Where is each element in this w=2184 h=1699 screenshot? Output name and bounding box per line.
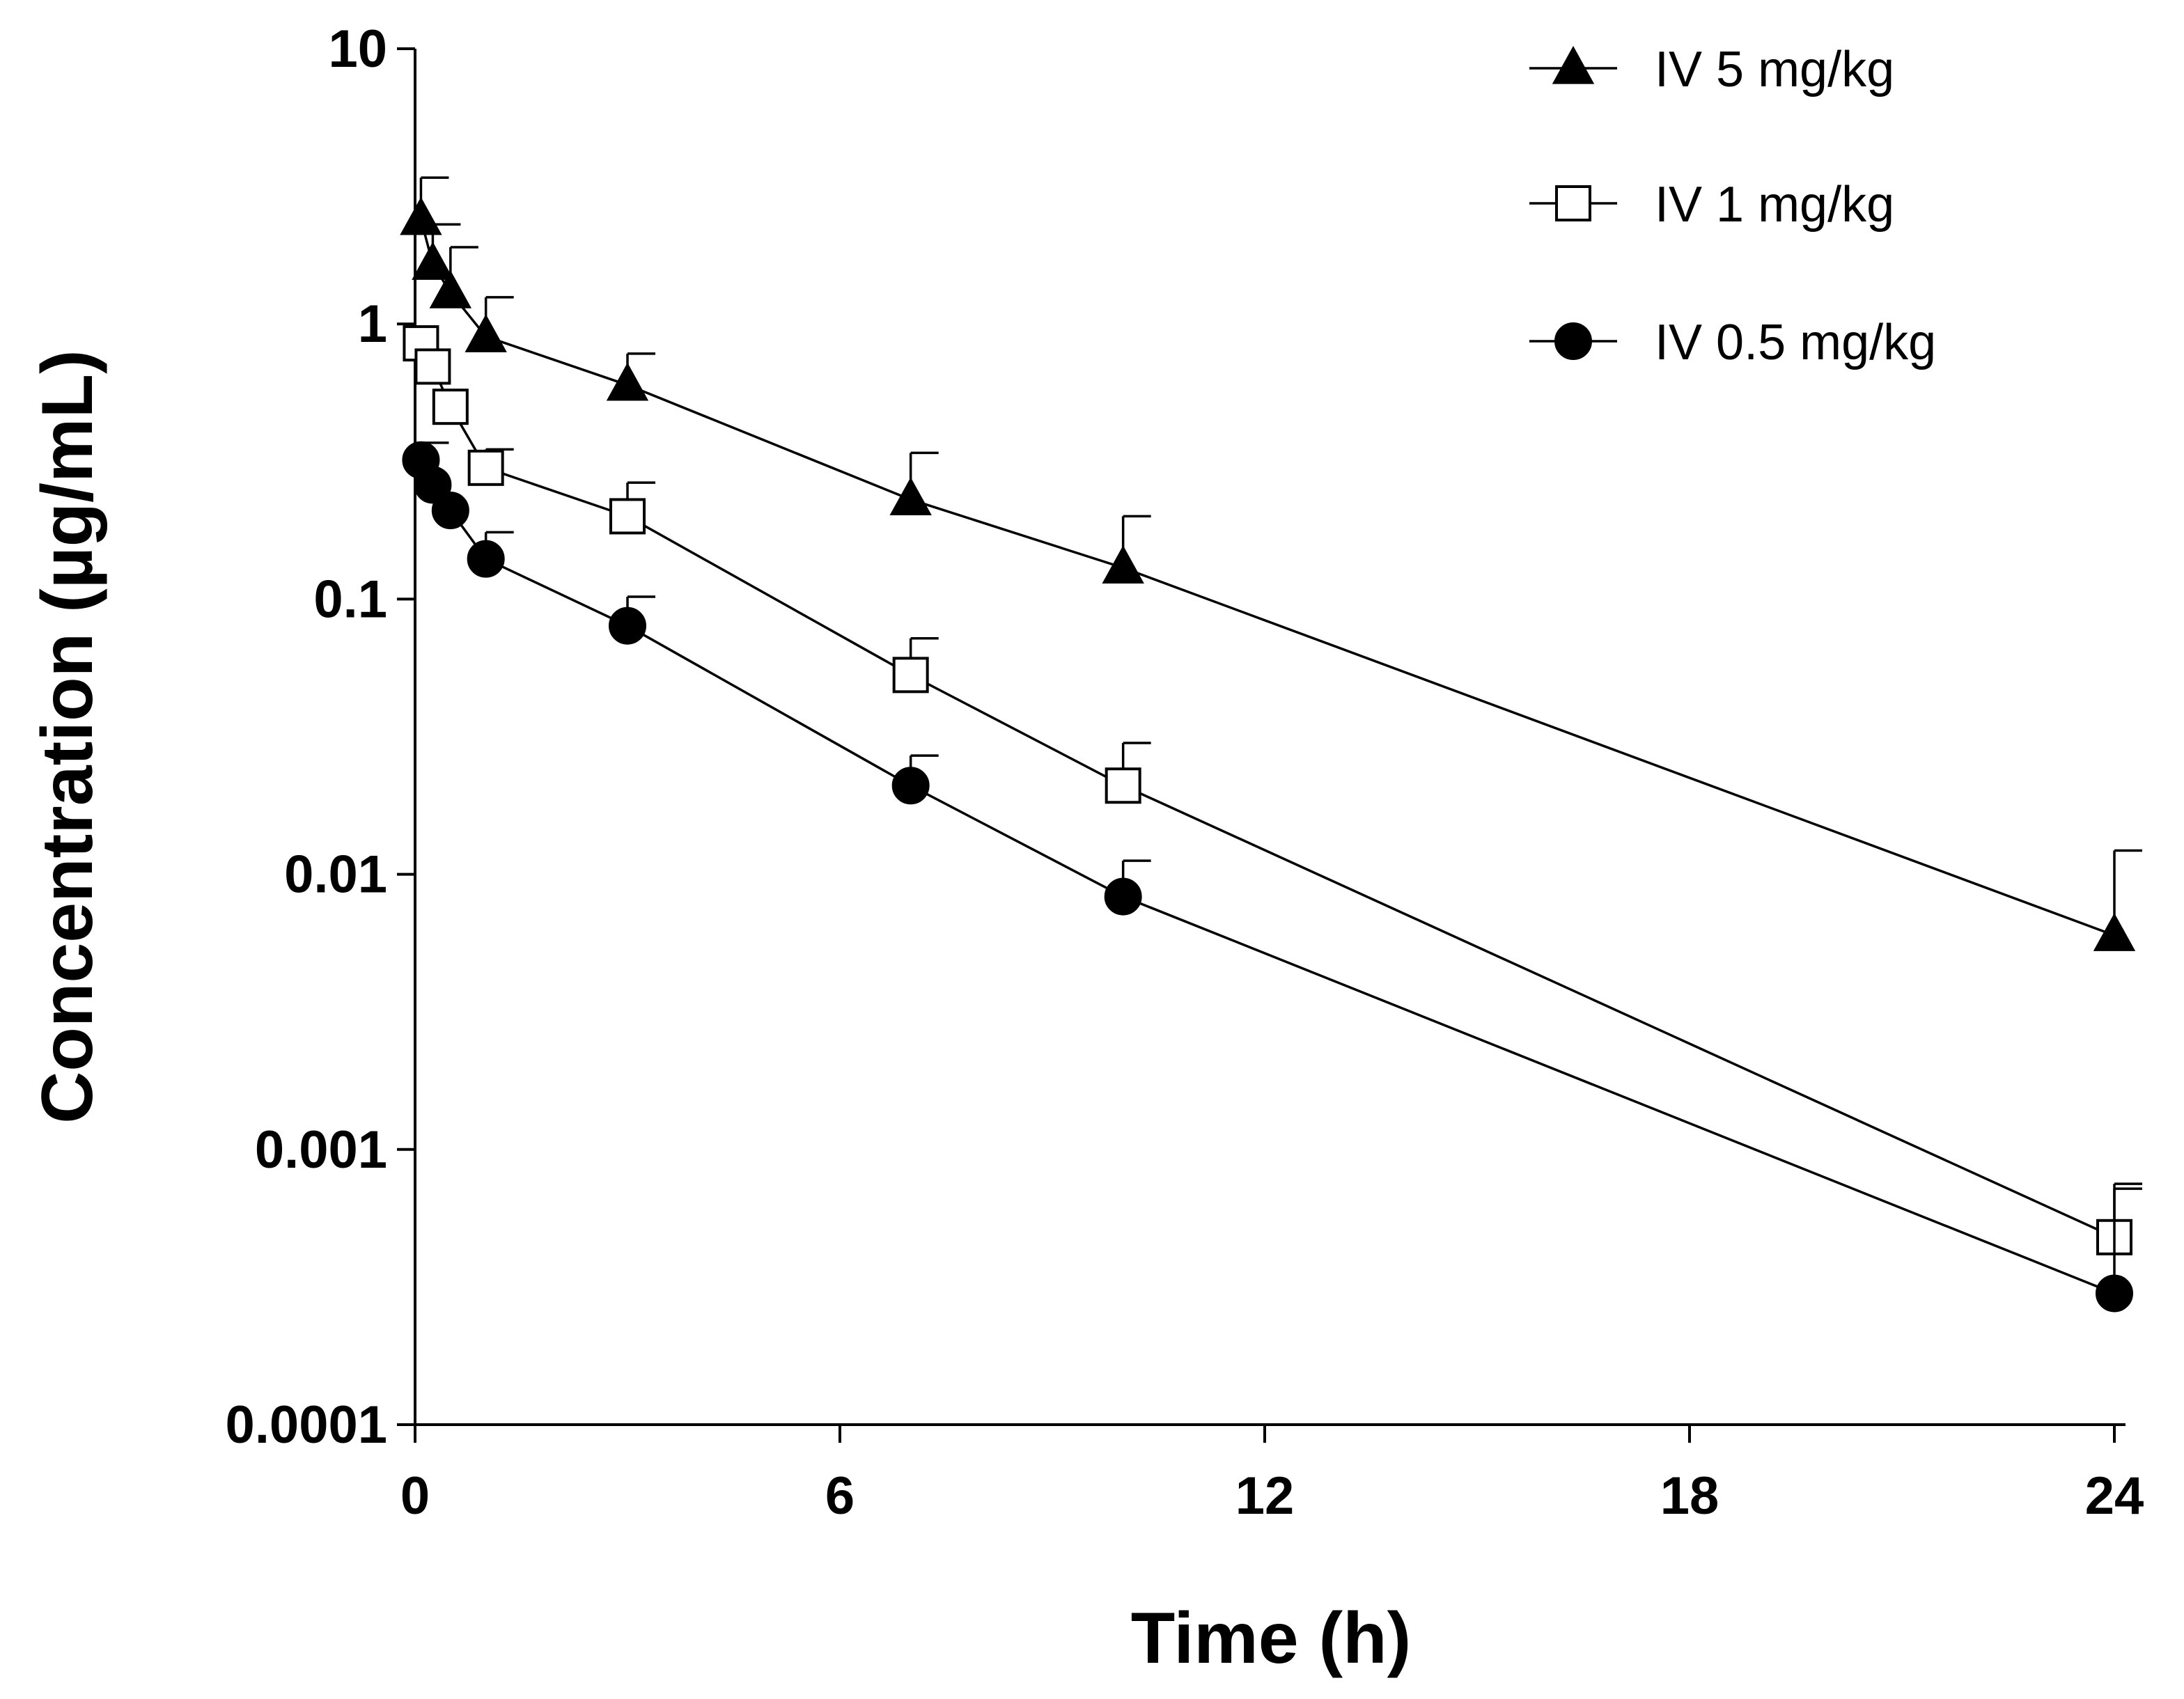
data-point [2093, 913, 2136, 951]
data-point [1102, 545, 1144, 584]
data-point [1105, 767, 1141, 804]
data-point [1104, 877, 1142, 916]
x-axis-title: Time (h) [1131, 1598, 1412, 1679]
series-line [419, 343, 2115, 1239]
legend-label: IV 1 mg/kg [1655, 177, 1894, 233]
data-point [609, 498, 646, 535]
legend-marker [1555, 185, 1591, 221]
y-tick-label: 0.0001 [226, 1395, 387, 1455]
x-tick-label: 18 [1660, 1466, 1719, 1526]
data-point [414, 348, 451, 385]
data-point [431, 492, 469, 530]
legend-item: IV 5 mg/kg [1529, 42, 1894, 97]
data-point [609, 606, 646, 645]
y-tick-label: 10 [328, 19, 387, 79]
data-point [429, 270, 472, 308]
legend-marker [1552, 45, 1595, 84]
data-point [467, 449, 504, 486]
legend-item: IV 0.5 mg/kg [1529, 315, 1936, 370]
legend: IV 5 mg/kg IV 1 mg/kg IV 0.5 mg/kg [1529, 42, 1936, 370]
y-tick-label: 1 [358, 295, 387, 354]
x-ticks: 0 6 12 18 24 [400, 1425, 2144, 1526]
data-point [606, 362, 649, 401]
y-axis-title: Concentration (µg/mL) [27, 350, 108, 1123]
x-tick-label: 24 [2085, 1466, 2144, 1526]
series-group-2 [403, 325, 2142, 1255]
data-point [891, 767, 930, 805]
series-group-1 [400, 176, 2142, 951]
legend-label: IV 5 mg/kg [1655, 42, 1894, 97]
plot-series [400, 176, 2142, 1313]
y-ticks: 0.0001 0.001 0.01 0.1 1 10 [226, 19, 415, 1455]
data-point [432, 389, 469, 425]
legend-item: IV 1 mg/kg [1529, 177, 1894, 233]
x-tick-label: 6 [825, 1466, 855, 1526]
data-point [2096, 1274, 2133, 1313]
series-line [419, 460, 2115, 1295]
data-point [412, 242, 454, 280]
legend-marker [1554, 322, 1592, 360]
x-tick-label: 0 [400, 1466, 430, 1526]
data-point [892, 657, 929, 694]
data-point [400, 196, 442, 235]
data-point [889, 477, 932, 516]
y-tick-label: 0.01 [284, 845, 387, 905]
data-point [467, 540, 505, 578]
y-tick-label: 0.1 [313, 570, 387, 629]
axes [414, 49, 2126, 1426]
x-tick-label: 12 [1235, 1466, 1295, 1526]
data-point [465, 314, 507, 352]
legend-label: IV 0.5 mg/kg [1655, 315, 1936, 370]
series-group-3 [402, 441, 2142, 1313]
y-tick-label: 0.001 [255, 1120, 387, 1180]
